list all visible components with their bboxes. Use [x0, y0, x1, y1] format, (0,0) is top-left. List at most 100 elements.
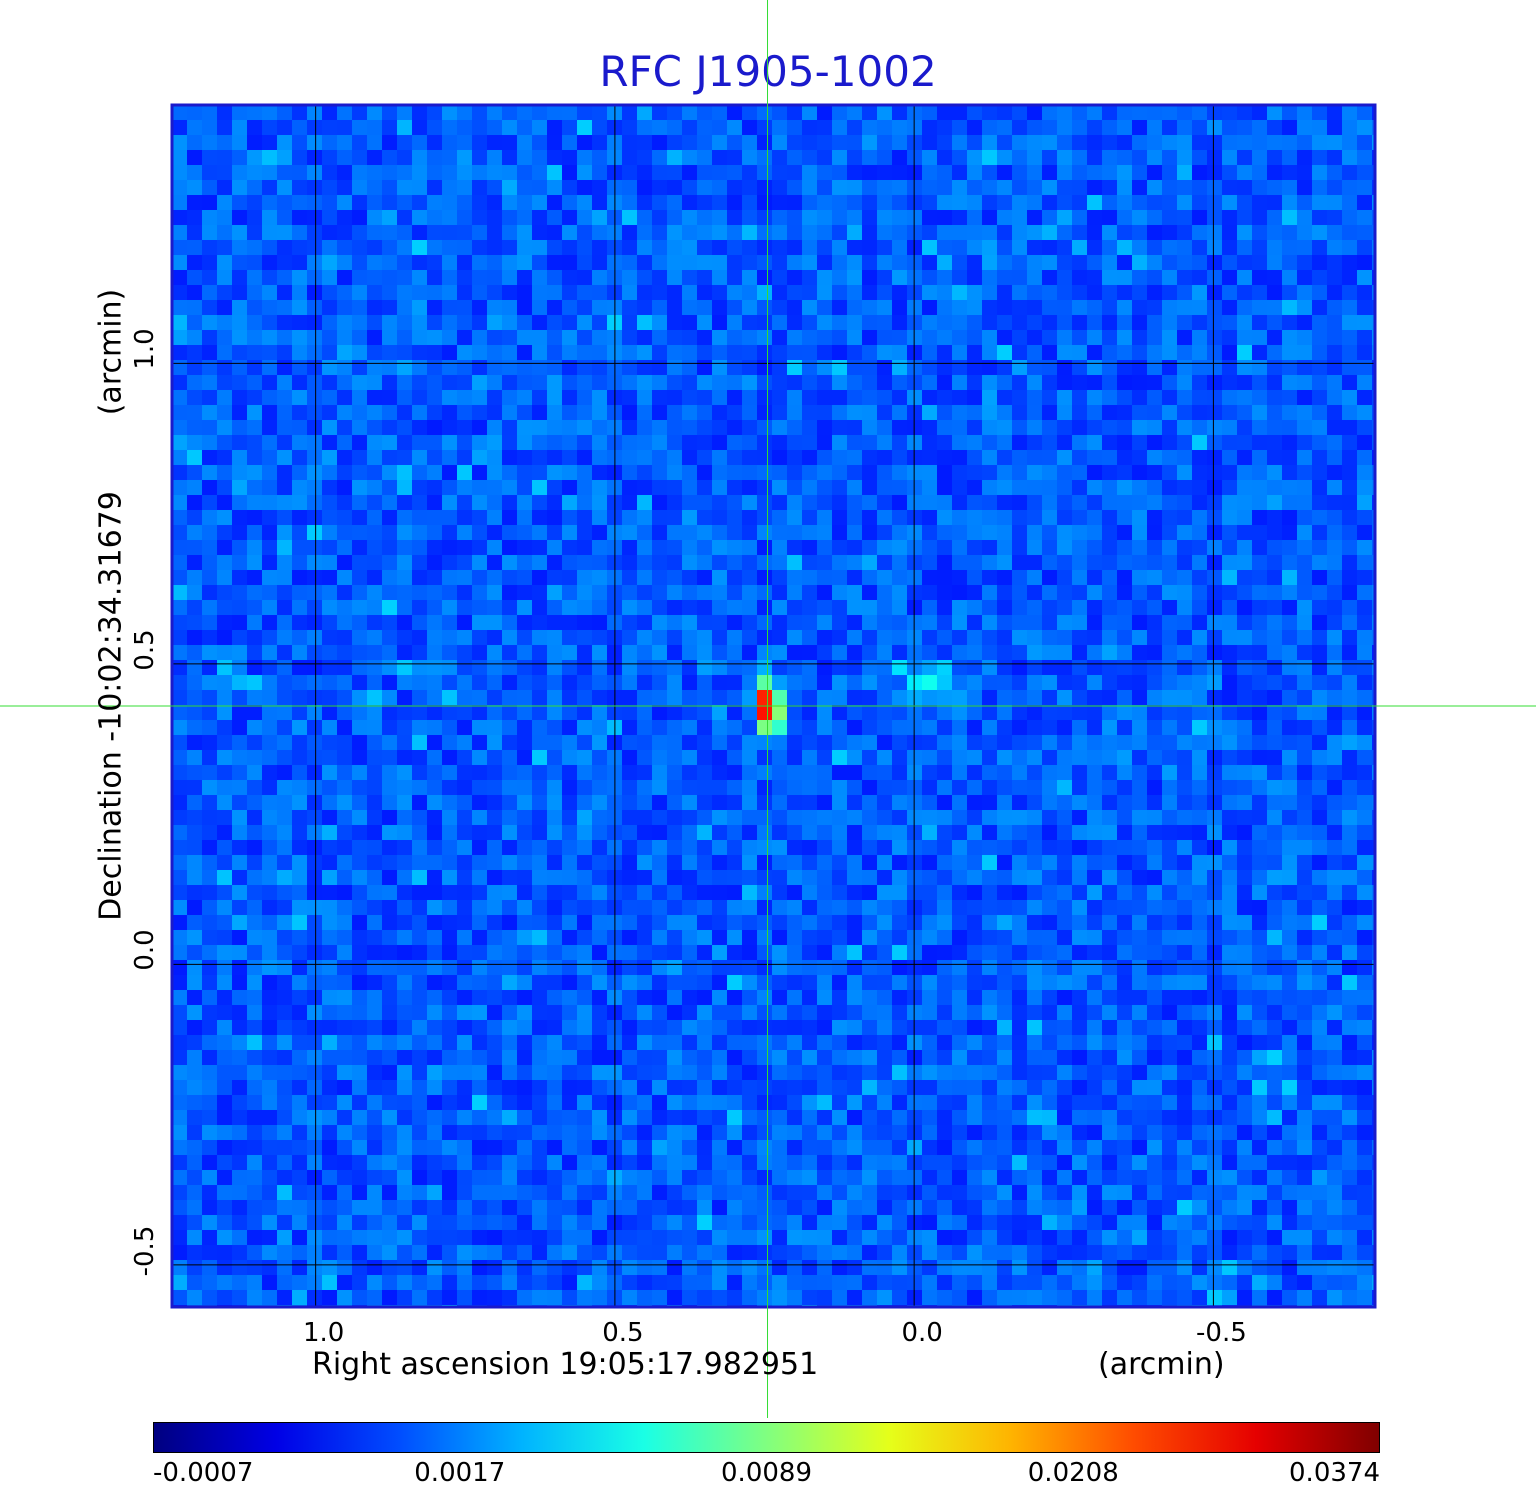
heatmap-cell	[682, 390, 698, 406]
heatmap-cell	[637, 510, 653, 526]
heatmap-cell	[472, 135, 488, 151]
heatmap-cell	[697, 885, 713, 901]
heatmap-cell	[1312, 105, 1328, 121]
heatmap-cell	[1207, 495, 1223, 511]
heatmap-cell	[637, 690, 653, 706]
heatmap-cell	[172, 120, 188, 136]
heatmap-cell	[847, 570, 863, 586]
heatmap-cell	[592, 420, 608, 436]
heatmap-cell	[907, 900, 923, 916]
heatmap-cell	[622, 660, 638, 676]
heatmap-cell	[337, 360, 353, 376]
heatmap-cell	[1057, 810, 1073, 826]
heatmap-cell	[1297, 240, 1313, 256]
heatmap-cell	[1102, 165, 1118, 181]
heatmap-cell	[712, 825, 728, 841]
heatmap-cell	[682, 825, 698, 841]
heatmap-cell	[862, 450, 878, 466]
heatmap-cell	[1132, 375, 1148, 391]
heatmap-cell	[847, 300, 863, 316]
heatmap-cell	[322, 915, 338, 931]
heatmap-cell	[937, 615, 953, 631]
heatmap-cell	[187, 630, 203, 646]
heatmap-cell	[247, 825, 263, 841]
heatmap-cell	[1267, 840, 1283, 856]
heatmap-cell	[367, 660, 383, 676]
heatmap-cell	[727, 615, 743, 631]
heatmap-cell	[457, 1020, 473, 1036]
heatmap-cell	[1072, 390, 1088, 406]
heatmap-cell	[1177, 240, 1193, 256]
heatmap-cell	[802, 1020, 818, 1036]
heatmap-cell	[187, 120, 203, 136]
heatmap-cell	[1252, 285, 1268, 301]
heatmap-cell	[577, 795, 593, 811]
heatmap-cell	[322, 495, 338, 511]
heatmap-cell	[1267, 675, 1283, 691]
heatmap-cell	[472, 900, 488, 916]
heatmap-cell	[892, 285, 908, 301]
heatmap-cell	[442, 1020, 458, 1036]
heatmap-cell	[172, 390, 188, 406]
heatmap-cell	[472, 150, 488, 166]
heatmap-cell	[1327, 915, 1343, 931]
heatmap-cell	[997, 765, 1013, 781]
heatmap-cell	[757, 345, 773, 361]
heatmap-cell	[757, 615, 773, 631]
heatmap-cell	[1252, 600, 1268, 616]
heatmap-cell	[397, 375, 413, 391]
heatmap-cell	[1177, 360, 1193, 376]
heatmap-cell	[652, 915, 668, 931]
heatmap-cell	[382, 510, 398, 526]
heatmap-cell	[1342, 210, 1358, 226]
heatmap-cell	[1192, 825, 1208, 841]
heatmap-cell	[547, 420, 563, 436]
heatmap-cell	[937, 945, 953, 961]
heatmap-cell	[577, 630, 593, 646]
heatmap-cell	[577, 720, 593, 736]
heatmap-cell	[352, 795, 368, 811]
heatmap-cell	[997, 330, 1013, 346]
heatmap-cell	[922, 645, 938, 661]
heatmap-cell	[757, 780, 773, 796]
heatmap-cell	[352, 480, 368, 496]
heatmap-cell	[1267, 1005, 1283, 1021]
heatmap-cell	[907, 465, 923, 481]
heatmap-cell	[427, 135, 443, 151]
heatmap-cell	[1327, 900, 1343, 916]
heatmap-cell	[247, 750, 263, 766]
heatmap-cell	[847, 765, 863, 781]
heatmap-cell	[682, 885, 698, 901]
heatmap-cell	[592, 705, 608, 721]
heatmap-cell	[502, 705, 518, 721]
heatmap-cell	[457, 990, 473, 1006]
heatmap-cell	[877, 600, 893, 616]
heatmap-cell	[1012, 120, 1028, 136]
heatmap-cell	[1087, 570, 1103, 586]
heatmap-cell	[412, 540, 428, 556]
heatmap-cell	[982, 570, 998, 586]
heatmap-cell	[697, 915, 713, 931]
heatmap-cell	[247, 975, 263, 991]
heatmap-cell	[817, 330, 833, 346]
heatmap-cell	[877, 975, 893, 991]
heatmap-cell	[307, 780, 323, 796]
heatmap-cell	[742, 735, 758, 751]
heatmap-cell	[1087, 945, 1103, 961]
heatmap-cell	[427, 465, 443, 481]
heatmap-cell	[1237, 660, 1253, 676]
heatmap-cell	[1192, 315, 1208, 331]
heatmap-cell	[292, 180, 308, 196]
heatmap-cell	[667, 735, 683, 751]
heatmap-cell	[202, 495, 218, 511]
heatmap-cell	[262, 720, 278, 736]
heatmap-cell	[622, 825, 638, 841]
heatmap-cell	[337, 975, 353, 991]
heatmap-cell	[1087, 510, 1103, 526]
heatmap-cell	[682, 120, 698, 136]
heatmap-cell	[1072, 120, 1088, 136]
heatmap-cell	[322, 825, 338, 841]
heatmap-cell	[1042, 450, 1058, 466]
heatmap-cell	[1012, 705, 1028, 721]
heatmap-cell	[637, 165, 653, 181]
